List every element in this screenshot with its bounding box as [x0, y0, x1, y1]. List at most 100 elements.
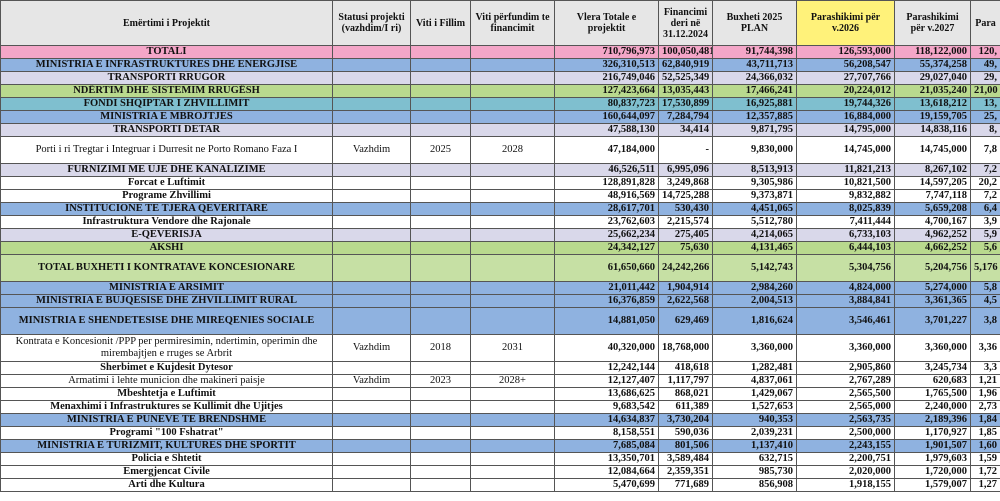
amount: 5,8	[970, 281, 1000, 295]
table-row: MINISTRIA E BUJQESISE DHE ZHVILLIMIT RUR…	[0, 294, 1000, 308]
header-row: Emërtimi i Projektit Statusi projekti (va…	[0, 0, 1000, 46]
amount: 4,451,065	[712, 202, 797, 216]
amount: 28,617,701	[554, 202, 659, 216]
amount: 2,905,860	[796, 361, 895, 375]
empty-cell	[410, 413, 471, 427]
amount: 4,662,252	[894, 241, 971, 255]
empty-cell	[470, 400, 555, 414]
amount: 5,9	[970, 228, 1000, 242]
amount: 7,411,444	[796, 215, 895, 229]
amount: 80,837,723	[554, 97, 659, 111]
project-name: Kontrata e Koncesionit /PPP per permires…	[0, 334, 333, 362]
table-row: TRANSPORTI DETAR 47,588,130 34,414 9,871,79…	[0, 123, 1000, 137]
empty-cell	[332, 110, 411, 124]
amount: 2,004,513	[712, 294, 797, 308]
empty-cell	[332, 189, 411, 203]
amount: 27,707,766	[796, 71, 895, 85]
amount: 46,526,511	[554, 163, 659, 177]
empty-cell	[470, 478, 555, 492]
column-header: Parashikimi për v.2027	[894, 0, 971, 46]
project-name: TOTAL BUXHETI I KONTRATAVE KONCESIONARE	[0, 254, 333, 282]
column-header: Para	[970, 0, 1000, 46]
empty-cell	[410, 400, 471, 414]
empty-cell	[410, 426, 471, 440]
column-header: Viti i Fillim	[410, 0, 471, 46]
amount: 3,701,227	[894, 307, 971, 335]
amount: 2,039,231	[712, 426, 797, 440]
amount: 1,527,653	[712, 400, 797, 414]
project-name: Policia e Shtetit	[0, 452, 333, 466]
amount: 12,127,407	[554, 374, 659, 388]
amount: 856,908	[712, 478, 797, 492]
amount: 49,	[970, 58, 1000, 72]
amount: 4,962,252	[894, 228, 971, 242]
amount: 13,350,701	[554, 452, 659, 466]
table-row: Programe Zhvillimi 48,916,569 14,725,288 9,…	[0, 189, 1000, 203]
amount: 6,995,096	[658, 163, 713, 177]
amount: 1,816,624	[712, 307, 797, 335]
column-header: Financimi deri në 31.12.2024	[658, 0, 713, 46]
empty-cell	[470, 84, 555, 98]
amount: 1,96	[970, 387, 1000, 401]
amount: 52,525,349	[658, 71, 713, 85]
amount: 13,686,625	[554, 387, 659, 401]
amount: 1,117,797	[658, 374, 713, 388]
amount: 7,685,084	[554, 439, 659, 453]
empty-cell	[410, 294, 471, 308]
empty-cell	[470, 71, 555, 85]
column-header: Statusi projekti (vazhdim/I ri)	[332, 0, 411, 46]
amount: 1,282,481	[712, 361, 797, 375]
amount: 1,60	[970, 439, 1000, 453]
amount: 3,546,461	[796, 307, 895, 335]
empty-cell	[332, 123, 411, 137]
empty-cell	[410, 241, 471, 255]
amount: 6,4	[970, 202, 1000, 216]
amount: 1,170,927	[894, 426, 971, 440]
amount: 418,618	[658, 361, 713, 375]
amount: 61,650,660	[554, 254, 659, 282]
amount: 47,588,130	[554, 123, 659, 137]
amount: 3,730,204	[658, 413, 713, 427]
amount: 611,389	[658, 400, 713, 414]
project-name: MINISTRIA E BUJQESISE DHE ZHVILLIMIT RUR…	[0, 294, 333, 308]
amount: 19,159,705	[894, 110, 971, 124]
empty-cell	[410, 110, 471, 124]
table-row: TOTAL BUXHETI I KONTRATAVE KONCESIONARE 6…	[0, 254, 1000, 282]
empty-cell	[470, 110, 555, 124]
amount: 62,840,919	[658, 58, 713, 72]
empty-cell	[332, 452, 411, 466]
amount: 14,745,000	[796, 136, 895, 164]
amount: 5,512,780	[712, 215, 797, 229]
empty-cell	[470, 58, 555, 72]
table-row: FONDI SHQIPTAR I ZHVILLIMIT 80,837,723 17,…	[0, 97, 1000, 111]
amount: 12,084,664	[554, 465, 659, 479]
amount: 4,131,465	[712, 241, 797, 255]
empty-cell	[470, 307, 555, 335]
amount: 23,762,603	[554, 215, 659, 229]
empty-cell	[410, 45, 471, 59]
project-name: Mbeshtetja e Luftimit	[0, 387, 333, 401]
empty-cell	[470, 361, 555, 375]
amount: 1,979,603	[894, 452, 971, 466]
empty-cell	[332, 281, 411, 295]
table-body: TOTALI 710,796,973 100,050,481 91,744,398 12…	[0, 45, 1000, 492]
project-name: Emergjencat Civile	[0, 465, 333, 479]
empty-cell	[470, 452, 555, 466]
amount: 10,821,500	[796, 176, 895, 190]
amount: 29,027,040	[894, 71, 971, 85]
amount: 120,	[970, 45, 1000, 59]
amount: 1,429,067	[712, 387, 797, 401]
amount: 1,85	[970, 426, 1000, 440]
amount: 17,466,241	[712, 84, 797, 98]
amount: 7,8	[970, 136, 1000, 164]
amount: 629,469	[658, 307, 713, 335]
empty-cell	[332, 241, 411, 255]
amount: 9,305,986	[712, 176, 797, 190]
amount: 1,137,410	[712, 439, 797, 453]
amount: 48,916,569	[554, 189, 659, 203]
empty-cell	[332, 294, 411, 308]
amount: 710,796,973	[554, 45, 659, 59]
empty-cell	[410, 215, 471, 229]
amount: 14,795,000	[796, 123, 895, 137]
project-name: MINISTRIA E ARSIMIT	[0, 281, 333, 295]
